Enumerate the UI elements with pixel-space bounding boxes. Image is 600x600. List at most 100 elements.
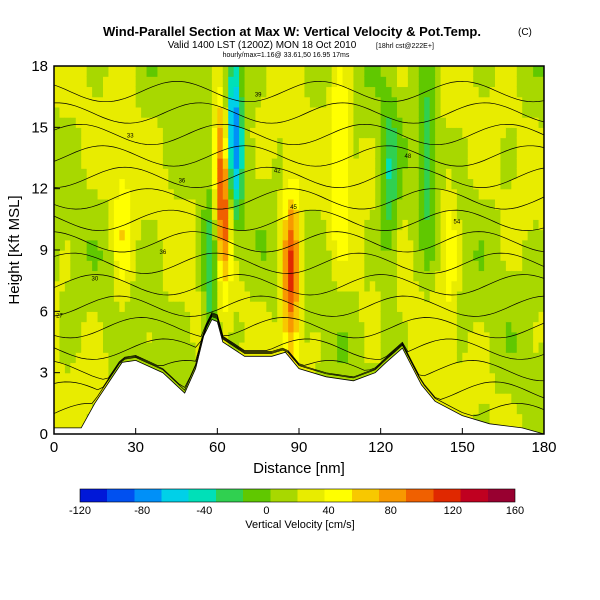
velocity-cell xyxy=(391,147,398,159)
velocity-cell xyxy=(527,229,534,241)
velocity-cell xyxy=(179,229,186,241)
velocity-cell xyxy=(511,168,518,180)
velocity-cell xyxy=(113,137,120,149)
velocity-cell xyxy=(282,147,289,159)
velocity-cell xyxy=(342,96,349,108)
velocity-cell xyxy=(75,209,82,220)
velocity-cell xyxy=(195,76,202,88)
velocity-cell xyxy=(386,290,393,302)
velocity-cell xyxy=(179,198,186,210)
velocity-cell xyxy=(511,188,518,200)
velocity-cell xyxy=(266,331,273,343)
velocity-cell xyxy=(271,321,278,333)
velocity-cell xyxy=(239,321,246,333)
velocity-cell xyxy=(489,382,496,394)
velocity-cell xyxy=(293,270,300,282)
velocity-cell xyxy=(440,106,447,118)
velocity-cell xyxy=(320,198,327,210)
velocity-cell xyxy=(369,209,376,220)
velocity-cell xyxy=(424,188,431,200)
velocity-cell xyxy=(456,96,463,108)
velocity-cell xyxy=(342,270,349,282)
velocity-cell xyxy=(326,168,333,180)
velocity-cell xyxy=(462,229,469,241)
velocity-cell xyxy=(522,342,529,353)
velocity-cell xyxy=(500,137,507,149)
colorbar-ticks: -120 -80 -40 0 40 80 120 160 xyxy=(69,505,524,517)
velocity-cell xyxy=(54,188,61,200)
theta-contour xyxy=(54,102,544,124)
velocity-cell xyxy=(397,219,404,231)
velocity-cell xyxy=(309,260,316,272)
velocity-cell xyxy=(309,209,316,220)
velocity-cell xyxy=(413,127,420,139)
velocity-cell xyxy=(92,219,99,231)
velocity-cell xyxy=(500,147,507,159)
velocity-cell xyxy=(342,86,349,98)
velocity-cell xyxy=(141,188,148,200)
velocity-cell xyxy=(369,158,376,169)
velocity-cell xyxy=(473,382,480,394)
velocity-cell xyxy=(391,127,398,139)
velocity-cell xyxy=(358,147,365,159)
subtitle-tag: [18hrl cst@222E+] xyxy=(376,43,434,50)
velocity-cell xyxy=(348,352,355,364)
velocity-cell xyxy=(505,209,512,220)
velocity-cell xyxy=(168,280,175,292)
velocity-cell xyxy=(135,331,142,343)
velocity-cell xyxy=(141,96,148,108)
velocity-cell xyxy=(527,372,534,384)
velocity-cell xyxy=(337,86,344,98)
colorbar-tick-label: 160 xyxy=(506,505,524,517)
velocity-cell xyxy=(124,178,131,190)
velocity-cell xyxy=(331,301,338,312)
velocity-cell xyxy=(119,219,126,231)
velocity-cell xyxy=(478,280,485,292)
velocity-cell xyxy=(337,239,344,251)
velocity-cell xyxy=(424,321,431,333)
velocity-cell xyxy=(75,188,82,200)
velocity-cell xyxy=(59,250,66,261)
velocity-cell xyxy=(233,229,240,241)
velocity-cell xyxy=(348,219,355,231)
velocity-cell xyxy=(282,219,289,231)
velocity-cell xyxy=(429,168,436,180)
velocity-cell xyxy=(386,229,393,241)
velocity-cell xyxy=(386,270,393,282)
velocity-cell xyxy=(353,219,360,231)
theta-contour xyxy=(54,252,544,274)
velocity-cell xyxy=(108,168,115,180)
velocity-cell xyxy=(478,158,485,169)
velocity-cell xyxy=(527,280,534,292)
velocity-cell xyxy=(309,219,316,231)
velocity-cell xyxy=(516,96,523,108)
velocity-cell xyxy=(511,106,518,118)
velocity-cell xyxy=(113,250,120,261)
velocity-cell xyxy=(81,301,88,312)
velocity-cell xyxy=(527,76,534,88)
velocity-cell xyxy=(255,331,262,343)
velocity-cell xyxy=(533,117,540,128)
velocity-cell xyxy=(64,393,71,404)
velocity-cell xyxy=(418,260,425,272)
velocity-cell xyxy=(135,270,142,282)
velocity-cell xyxy=(97,250,104,261)
velocity-cell xyxy=(309,158,316,169)
velocity-cell xyxy=(64,96,71,108)
velocity-cell xyxy=(277,290,284,302)
velocity-cell xyxy=(135,96,142,108)
velocity-cell xyxy=(277,106,284,118)
velocity-cell xyxy=(369,117,376,128)
velocity-cell xyxy=(467,158,474,169)
velocity-cell xyxy=(478,178,485,190)
velocity-cell xyxy=(119,331,126,343)
velocity-cell xyxy=(397,311,404,323)
colorbar-tick-label: -120 xyxy=(69,505,91,517)
velocity-cell xyxy=(369,96,376,108)
velocity-cell xyxy=(184,168,191,180)
velocity-cell xyxy=(462,393,469,404)
velocity-cell xyxy=(282,127,289,139)
velocity-cell xyxy=(119,280,126,292)
velocity-cell xyxy=(516,158,523,169)
velocity-cell xyxy=(397,96,404,108)
